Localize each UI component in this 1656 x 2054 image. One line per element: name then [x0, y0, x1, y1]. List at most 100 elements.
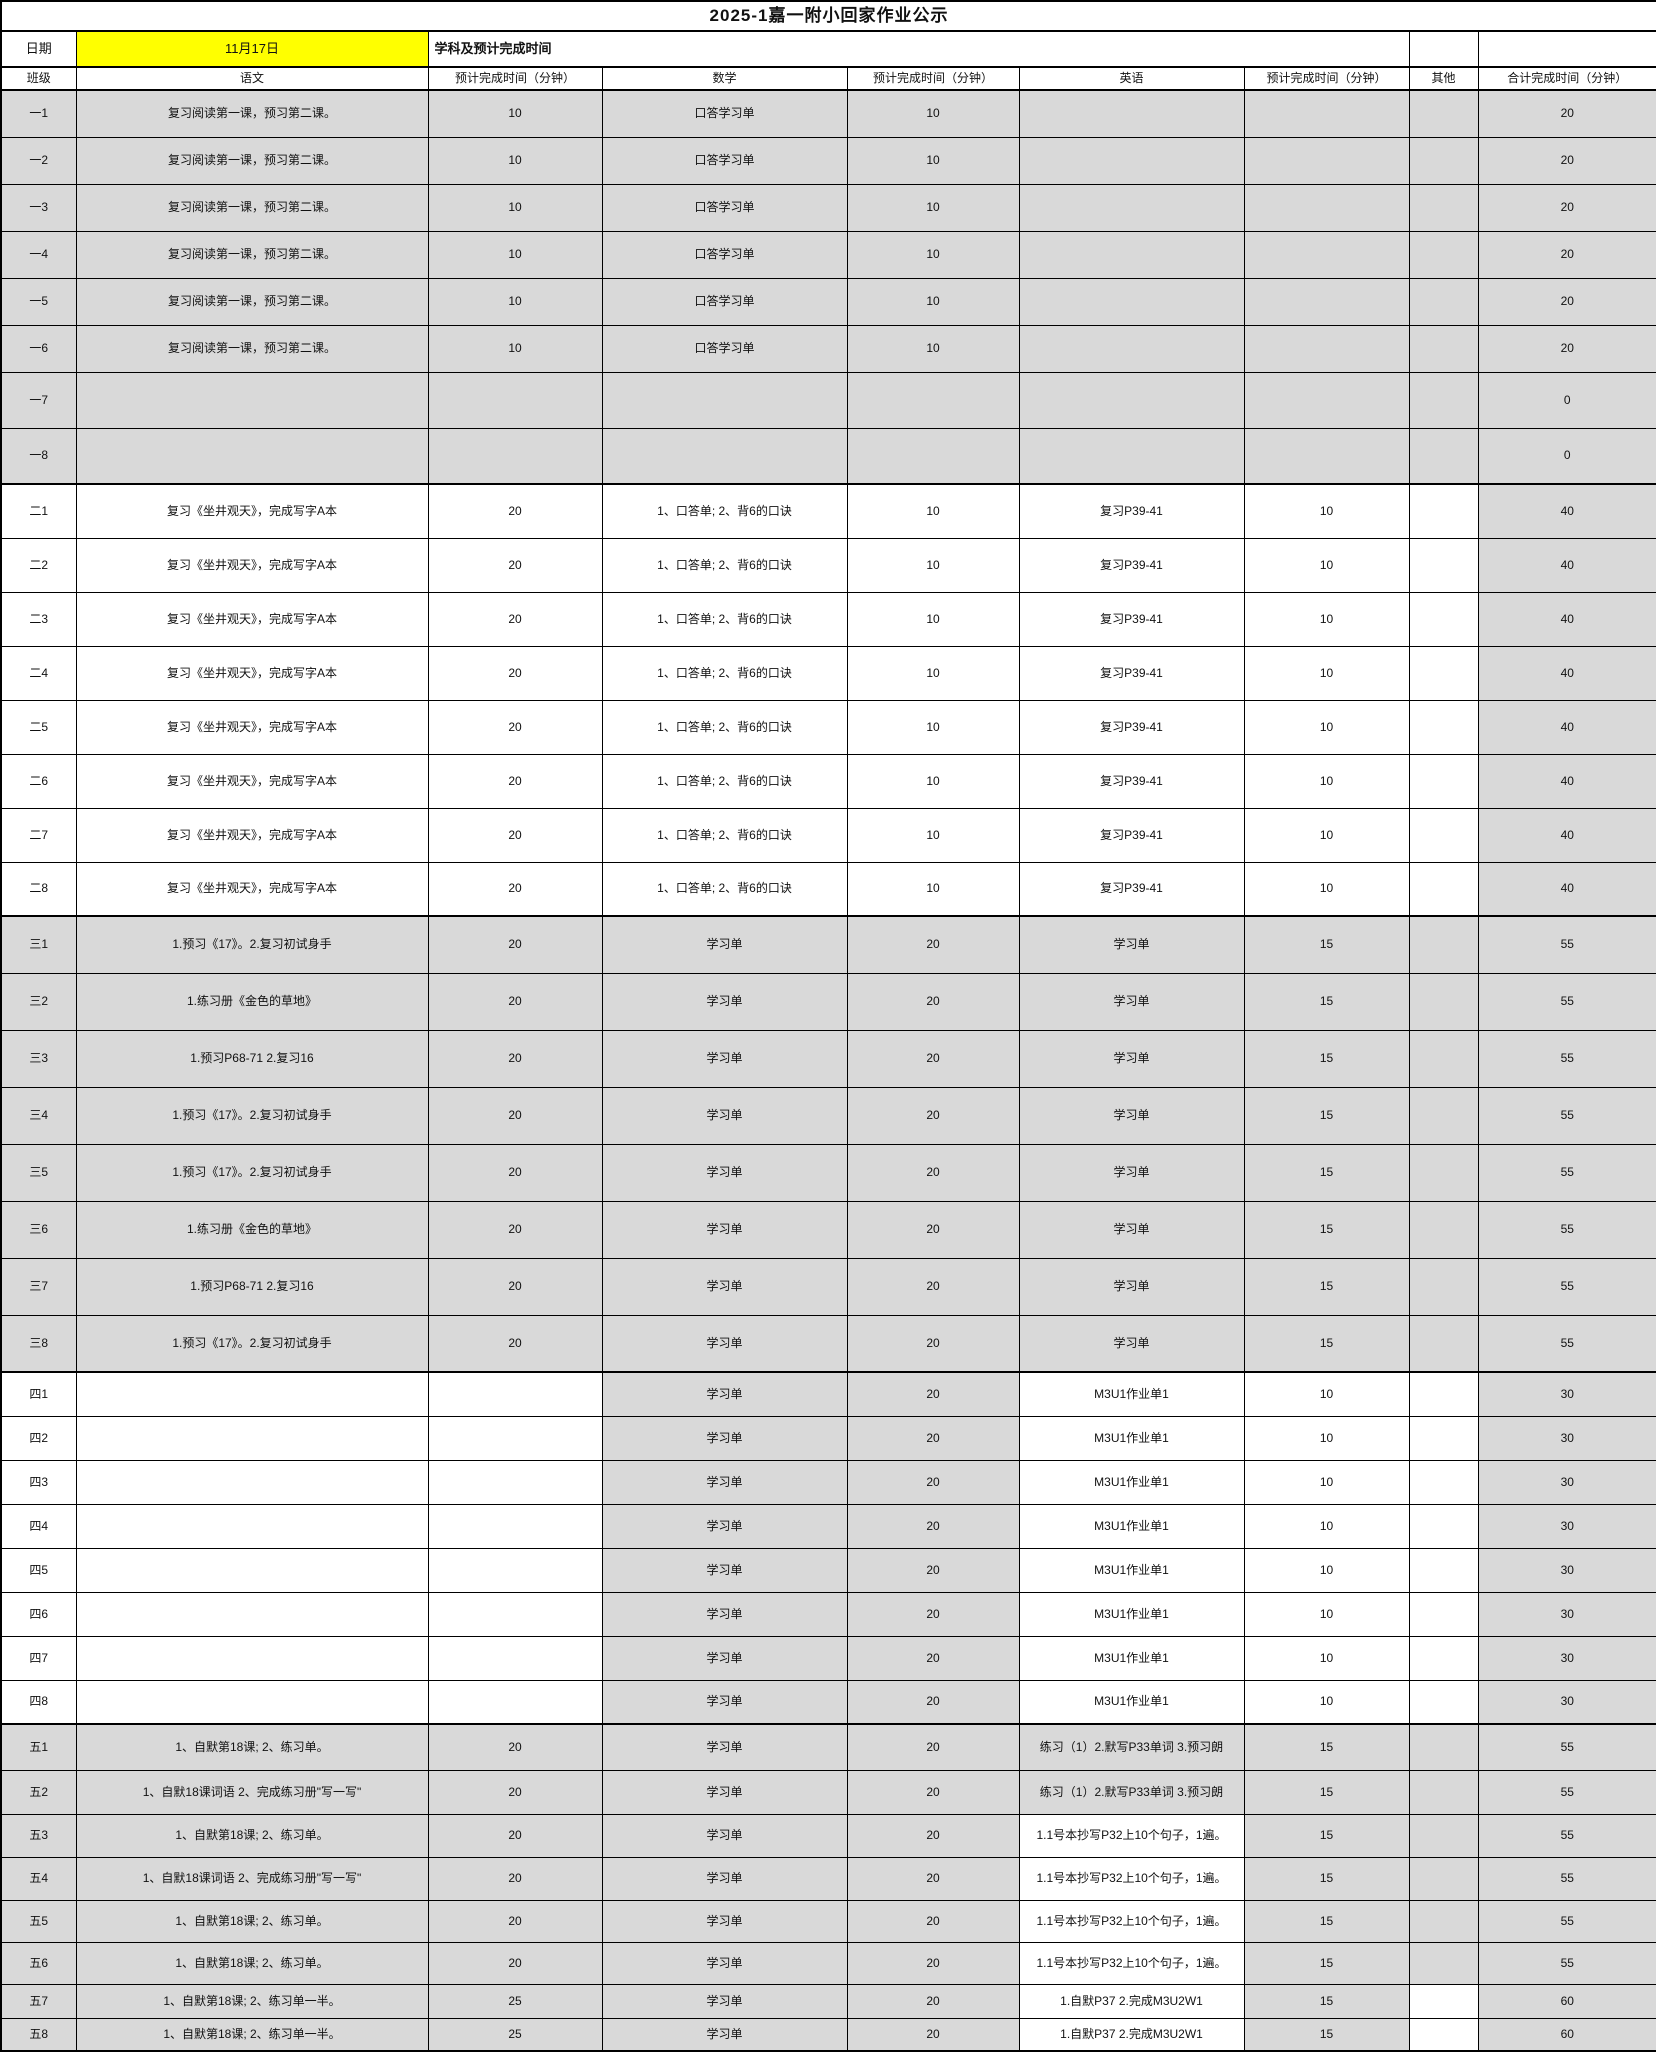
cell-math: 学习单	[601, 2017, 848, 2052]
table-row: 五8 1、自默第18课; 2、练习单一半。 25 学习单 20 1.自默P37 2.完成M…	[0, 2017, 1656, 2052]
cell-math-time: 10	[846, 324, 1020, 373]
cell-total: 55	[1477, 915, 1656, 974]
cell-math-time: 20	[846, 1314, 1020, 1373]
cell-chinese: 1、自默第18课; 2、练习单一半。	[75, 2017, 429, 2052]
cell-class: 四6	[0, 1591, 77, 1637]
cell-chinese: 1、自默18课词语 2、完成练习册"写一写"	[75, 1769, 429, 1815]
cell-chinese	[75, 1415, 429, 1461]
cell-math: 学习单	[601, 1941, 848, 1985]
cell-total: 30	[1477, 1635, 1656, 1681]
cell-chinese-time: 25	[427, 1983, 603, 2019]
table-row: 二8 复习《坐井观天》，完成写字A本 20 1、口答单; 2、背6的口诀 10 复习P39…	[0, 861, 1656, 917]
cell-total: 55	[1477, 1200, 1656, 1259]
cell-math-time: 20	[846, 1723, 1020, 1771]
cell-class: 五5	[0, 1899, 77, 1943]
page-title: 2025-1嘉一附小回家作业公示	[0, 0, 1656, 32]
table-row: 五1 1、自默第18课; 2、练习单。 20 学习单 20 练习（1）2.默写P33单词 …	[0, 1723, 1656, 1771]
cell-other	[1408, 1547, 1479, 1593]
cell-math: 学习单	[601, 915, 848, 974]
cell-other	[1408, 371, 1479, 429]
cell-chinese-time: 20	[427, 1856, 603, 1901]
cell-other	[1408, 915, 1479, 974]
cell-math: 学习单	[601, 1723, 848, 1771]
table-row: 二4 复习《坐井观天》，完成写字A本 20 1、口答单; 2、背6的口诀 10 复习P39…	[0, 645, 1656, 701]
cell-chinese-time: 25	[427, 2017, 603, 2052]
cell-english: M3U1作业单1	[1018, 1679, 1245, 1725]
cell-other	[1408, 972, 1479, 1031]
cell-math-time: 10	[846, 753, 1020, 809]
cell-total: 55	[1477, 1029, 1656, 1088]
cell-math: 1、口答单; 2、背6的口诀	[601, 483, 848, 539]
col-header-class: 班级	[0, 66, 77, 91]
table-row: 一4 复习阅读第一课，预习第二课。 10 口答学习单 10 20	[0, 230, 1656, 279]
cell-chinese: 复习阅读第一课，预习第二课。	[75, 136, 429, 185]
table-row: 四4 学习单 20 M3U1作业单1 10 30	[0, 1503, 1656, 1549]
cell-chinese: 1.预习《17》。2.复习初试身手	[75, 1143, 429, 1202]
cell-math: 学习单	[601, 1547, 848, 1593]
cell-chinese: 1.预习《17》。2.复习初试身手	[75, 1314, 429, 1373]
cell-chinese-time: 20	[427, 915, 603, 974]
cell-chinese: 1.预习《17》。2.复习初试身手	[75, 915, 429, 974]
cell-other	[1408, 1813, 1479, 1858]
cell-math: 学习单	[601, 1591, 848, 1637]
cell-total: 60	[1477, 1983, 1656, 2019]
cell-english-time	[1243, 183, 1410, 232]
cell-english: 学习单	[1018, 1086, 1245, 1145]
table-row: 一6 复习阅读第一课，预习第二课。 10 口答学习单 10 20	[0, 324, 1656, 373]
cell-other	[1408, 1314, 1479, 1373]
cell-chinese: 复习《坐井观天》，完成写字A本	[75, 753, 429, 809]
cell-math: 口答学习单	[601, 230, 848, 279]
cell-chinese-time	[427, 1459, 603, 1505]
table-row: 二7 复习《坐井观天》，完成写字A本 20 1、口答单; 2、背6的口诀 10 复习P39…	[0, 807, 1656, 863]
cell-chinese	[75, 1547, 429, 1593]
cell-class: 二4	[0, 645, 77, 701]
table-row: 四8 学习单 20 M3U1作业单1 10 30	[0, 1679, 1656, 1725]
table-row: 四7 学习单 20 M3U1作业单1 10 30	[0, 1635, 1656, 1681]
cell-english-time: 10	[1243, 753, 1410, 809]
col-header-math-time: 预计完成时间（分钟）	[846, 66, 1020, 91]
cell-english-time: 15	[1243, 915, 1410, 974]
date-value: 11月17日	[75, 30, 429, 68]
cell-chinese-time: 20	[427, 753, 603, 809]
cell-class: 一8	[0, 427, 77, 485]
cell-english-time	[1243, 136, 1410, 185]
cell-class: 一5	[0, 277, 77, 326]
cell-english: 1.自默P37 2.完成M3U2W1	[1018, 2017, 1245, 2052]
cell-english-time: 10	[1243, 1547, 1410, 1593]
cell-math-time: 20	[846, 1029, 1020, 1088]
cell-class: 三1	[0, 915, 77, 974]
cell-english-time: 10	[1243, 1371, 1410, 1417]
table-row: 三2 1.练习册《金色的草地》 20 学习单 20 学习单 15 55	[0, 972, 1656, 1031]
table-row: 三4 1.预习《17》。2.复习初试身手 20 学习单 20 学习单 15 55	[0, 1086, 1656, 1145]
cell-english: 复习P39-41	[1018, 591, 1245, 647]
cell-other	[1408, 183, 1479, 232]
cell-english-time: 15	[1243, 1769, 1410, 1815]
cell-class: 四7	[0, 1635, 77, 1681]
cell-class: 五8	[0, 2017, 77, 2052]
cell-chinese	[75, 1679, 429, 1725]
cell-math-time: 10	[846, 483, 1020, 539]
cell-other	[1408, 861, 1479, 917]
table-row: 一7 0	[0, 371, 1656, 429]
cell-english: M3U1作业单1	[1018, 1503, 1245, 1549]
cell-chinese-time: 20	[427, 1723, 603, 1771]
cell-english-time: 10	[1243, 807, 1410, 863]
column-header-row: 班级 语文 预计完成时间（分钟） 数学 预计完成时间（分钟） 英语 预计完成时间…	[0, 66, 1656, 91]
cell-total: 55	[1477, 1086, 1656, 1145]
cell-total: 40	[1477, 699, 1656, 755]
cell-total: 20	[1477, 183, 1656, 232]
cell-other	[1408, 1415, 1479, 1461]
cell-english: 学习单	[1018, 1314, 1245, 1373]
cell-english: 练习（1）2.默写P33单词 3.预习朗	[1018, 1723, 1245, 1771]
cell-chinese-time: 10	[427, 277, 603, 326]
cell-total: 55	[1477, 1314, 1656, 1373]
cell-other	[1408, 1143, 1479, 1202]
cell-english	[1018, 371, 1245, 429]
cell-chinese	[75, 1459, 429, 1505]
table-row: 三1 1.预习《17》。2.复习初试身手 20 学习单 20 学习单 15 55	[0, 915, 1656, 974]
cell-math-time: 20	[846, 1941, 1020, 1985]
cell-class: 二5	[0, 699, 77, 755]
cell-total: 30	[1477, 1415, 1656, 1461]
cell-other	[1408, 753, 1479, 809]
cell-math-time: 20	[846, 1899, 1020, 1943]
